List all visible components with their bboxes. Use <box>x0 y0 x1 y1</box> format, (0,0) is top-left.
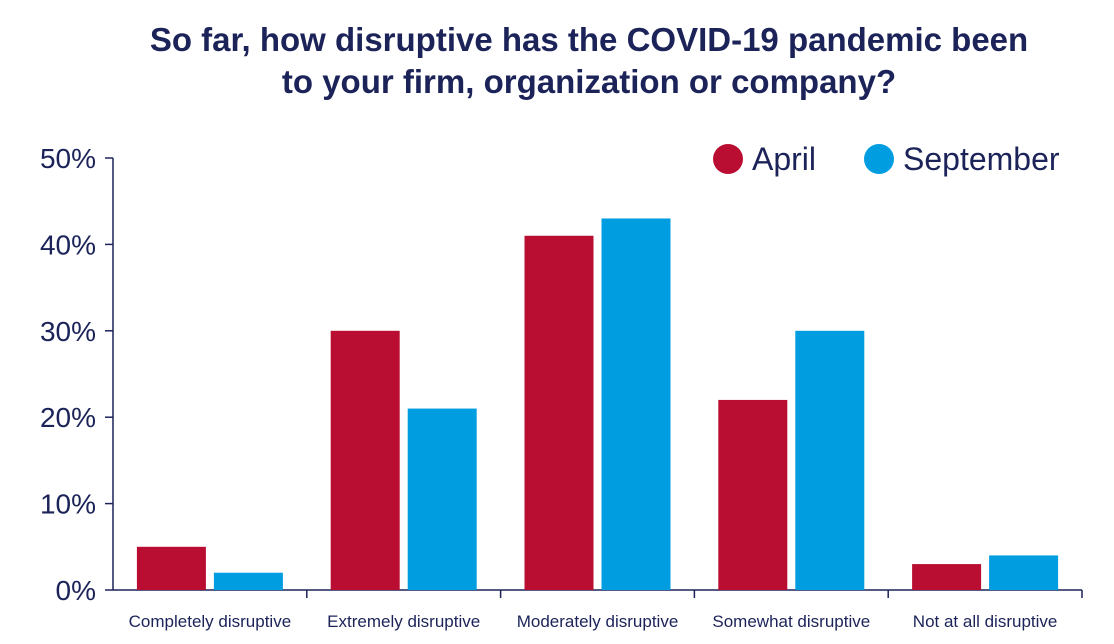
x-tick-label: Moderately disruptive <box>517 612 679 631</box>
x-tick-label: Somewhat disruptive <box>712 612 870 631</box>
y-tick-label: 0% <box>56 575 96 606</box>
bar-september <box>989 555 1059 590</box>
bar-april <box>136 546 206 590</box>
legend-swatch-april <box>713 144 743 174</box>
y-tick-label: 50% <box>40 143 96 174</box>
chart-title-line-2: to your firm, organization or company? <box>281 63 897 100</box>
y-tick-label: 40% <box>40 229 96 260</box>
bar-september <box>601 218 671 591</box>
bar-september <box>407 408 477 590</box>
bar-april <box>524 235 594 590</box>
y-tick-label: 20% <box>40 402 96 433</box>
chart-title-line-1: So far, how disruptive has the COVID-19 … <box>149 21 1029 58</box>
y-tick-label: 30% <box>40 316 96 347</box>
x-tick-label: Completely disruptive <box>129 612 292 631</box>
bar-september <box>213 572 283 590</box>
bar-april <box>330 330 400 590</box>
y-tick-label: 10% <box>40 489 96 520</box>
legend-swatch-september <box>864 144 894 174</box>
legend-label-september: September <box>903 141 1060 177</box>
bar-september <box>795 330 865 590</box>
x-tick-label: Extremely disruptive <box>327 612 480 631</box>
x-tick-label: Not at all disruptive <box>913 612 1058 631</box>
bar-april <box>912 564 982 590</box>
bar-april <box>718 399 788 590</box>
legend-label-april: April <box>752 141 816 177</box>
